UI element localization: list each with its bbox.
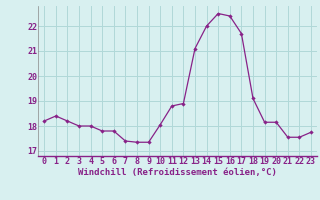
X-axis label: Windchill (Refroidissement éolien,°C): Windchill (Refroidissement éolien,°C): [78, 168, 277, 177]
